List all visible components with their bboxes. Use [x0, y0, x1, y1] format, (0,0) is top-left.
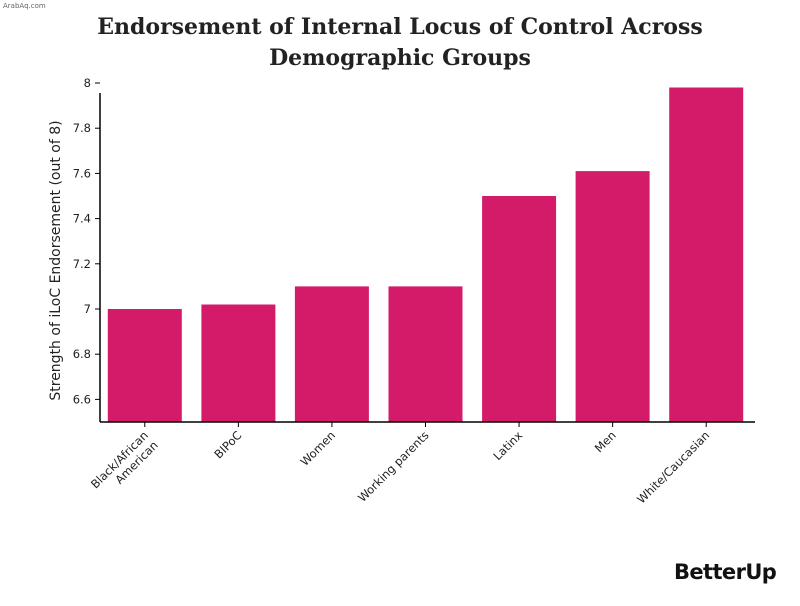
y-axis: 6.6 6.8 7 7.2 7.4 7.6 7.8 8 [73, 76, 101, 422]
y-tick-label-3: 7.2 [73, 257, 91, 271]
bar-1 [201, 304, 276, 422]
bar-3 [388, 286, 463, 422]
chart-title: Endorsement of Internal Locus of Control… [97, 14, 703, 71]
x-tick-label-4: Latinx [490, 428, 525, 463]
bar-4 [482, 196, 557, 422]
bar-5 [575, 171, 650, 422]
y-tick-label-4: 7.4 [73, 212, 91, 226]
y-tick-label-5: 7.6 [73, 166, 91, 180]
y-tick-label-6: 7.8 [73, 121, 91, 135]
betterup-logo: BetterUp [674, 560, 777, 584]
bar-0 [107, 309, 182, 422]
y-tick-label-0: 6.6 [73, 392, 91, 406]
x-tick-label-2: Women [298, 428, 339, 469]
x-tick-label-5: Men [592, 428, 619, 455]
bars-group [107, 87, 744, 422]
bar-2 [294, 286, 369, 422]
watermark-text: ArabAq.com [3, 2, 46, 10]
x-tick-label-6: White/Caucasian [634, 428, 712, 506]
y-tick-label-2: 7 [84, 302, 91, 316]
x-tick-label-3: Working parents [355, 428, 432, 505]
bar-6 [669, 87, 744, 422]
y-tick-label-1: 6.8 [73, 347, 91, 361]
x-axis: Black/AfricanAmerican BIPoC Women Working p… [88, 421, 755, 506]
y-tick-label-7: 8 [84, 76, 91, 90]
x-tick-label-1: BIPoC [211, 428, 244, 461]
y-axis-label: Strength of iLoC Endorsement (out of 8) [48, 120, 64, 400]
x-tick-label-0: Black/AfricanAmerican [88, 428, 161, 501]
